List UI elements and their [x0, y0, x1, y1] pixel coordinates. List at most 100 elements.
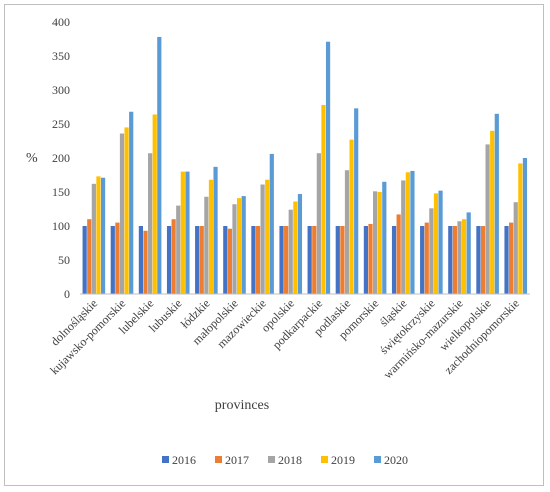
legend: 2016 2017 2018 2019 2020 [162, 453, 408, 467]
bar-2018-5 [204, 196, 209, 294]
bar-2020-15 [494, 113, 499, 294]
bar-2019-2 [124, 127, 129, 295]
bar-2020-2 [129, 111, 134, 294]
bar-2018-16 [513, 202, 518, 294]
bar-2019-7 [265, 179, 270, 294]
bar-2020-5 [213, 166, 218, 294]
bar-2018-9 [316, 153, 321, 294]
bar-2020-8 [297, 194, 303, 294]
bar-2016-1 [82, 226, 87, 294]
bar-2017-8 [284, 226, 289, 294]
bar-2016-12 [391, 226, 397, 294]
legend-swatch-2018 [268, 456, 275, 463]
bar-2017-15 [480, 226, 486, 294]
bar-2017-1 [87, 219, 92, 294]
bar-2016-9 [307, 226, 312, 294]
bar-2016-15 [476, 226, 481, 294]
legend-label: 2017 [225, 453, 249, 467]
bar-2017-4 [171, 219, 176, 294]
bar-2017-6 [227, 228, 232, 294]
bar-2019-1 [96, 176, 101, 294]
bar-2016-13 [420, 226, 425, 294]
bar-2016-5 [195, 226, 200, 294]
y-tick-label: 0 [64, 287, 70, 301]
bar-2017-5 [199, 226, 204, 294]
y-tick-label: 300 [52, 83, 70, 97]
bar-2017-14 [452, 226, 457, 294]
bar-2016-16 [504, 226, 509, 294]
bar-2017-9 [312, 226, 317, 294]
bars [82, 36, 528, 295]
bar-2018-2 [119, 133, 125, 294]
y-tick-label: 350 [52, 49, 70, 63]
bar-2020-13 [438, 190, 443, 294]
bar-2018-1 [91, 183, 96, 294]
bar-2017-2 [115, 222, 120, 294]
bar-2020-4 [185, 171, 190, 294]
bar-2016-3 [138, 226, 144, 294]
bar-2019-6 [236, 198, 242, 294]
bar-2017-3 [143, 230, 148, 294]
bar-2019-3 [152, 114, 157, 294]
bar-2019-14 [461, 219, 467, 294]
bar-2018-13 [429, 208, 434, 294]
bar-2018-12 [401, 180, 406, 294]
y-axis-ticks: 0 50 100 150 200 250 300 350 400 [52, 15, 70, 301]
bar-2018-10 [344, 170, 350, 294]
x-axis-ticks: dolnośląskiekujawsko-pomorskielubelskiel… [47, 296, 522, 381]
bar-2020-14 [466, 212, 471, 294]
bar-2018-6 [232, 204, 237, 294]
bar-2019-11 [377, 192, 382, 294]
bar-2019-15 [490, 130, 495, 294]
y-tick-label: 150 [52, 185, 70, 199]
y-tick-label: 200 [52, 151, 70, 165]
bar-2019-4 [180, 171, 185, 294]
bar-2019-9 [321, 104, 326, 295]
x-axis-title: provinces [215, 398, 269, 413]
legend-label: 2020 [384, 453, 408, 467]
bar-2019-12 [405, 172, 410, 294]
legend-swatch-2016 [162, 456, 169, 463]
bar-2017-16 [509, 222, 514, 294]
bar-2020-16 [522, 158, 528, 294]
bar-2016-10 [335, 226, 340, 294]
y-tick-label: 400 [52, 15, 70, 29]
bar-2020-6 [241, 196, 246, 294]
bar-2018-14 [457, 221, 462, 294]
bar-2016-11 [363, 226, 369, 294]
y-tick-label: 50 [58, 253, 70, 267]
bar-2018-8 [288, 209, 293, 294]
bar-2017-11 [368, 223, 373, 294]
bar-2018-4 [176, 205, 181, 294]
bar-2018-15 [485, 144, 490, 294]
y-axis-title: % [26, 151, 38, 166]
bar-2020-1 [100, 177, 106, 294]
bar-2016-6 [223, 226, 228, 294]
bar-2019-13 [433, 193, 439, 294]
bar-2018-11 [373, 191, 378, 294]
bar-2016-7 [251, 226, 256, 294]
legend-swatch-2017 [215, 456, 222, 463]
bar-2019-8 [293, 201, 298, 294]
bar-2020-10 [354, 108, 359, 294]
bar-2019-16 [518, 163, 523, 294]
y-tick-label: 100 [52, 219, 70, 233]
bar-2017-13 [424, 222, 429, 294]
bar-2016-2 [110, 226, 115, 294]
bar-2020-9 [325, 41, 331, 294]
legend-label: 2016 [172, 453, 196, 467]
bar-2016-8 [279, 226, 284, 294]
bar-2018-3 [148, 153, 153, 294]
legend-label: 2018 [278, 453, 302, 467]
bar-2019-10 [349, 139, 354, 294]
bar-2017-10 [340, 226, 345, 294]
y-tick-label: 250 [52, 117, 70, 131]
bar-2020-12 [410, 170, 415, 294]
bar-2018-7 [260, 184, 265, 294]
bar-2016-4 [166, 226, 172, 294]
bar-2020-11 [382, 181, 387, 294]
bar-2020-7 [269, 153, 274, 294]
bar-2020-3 [157, 36, 162, 295]
bar-2019-5 [208, 179, 214, 294]
